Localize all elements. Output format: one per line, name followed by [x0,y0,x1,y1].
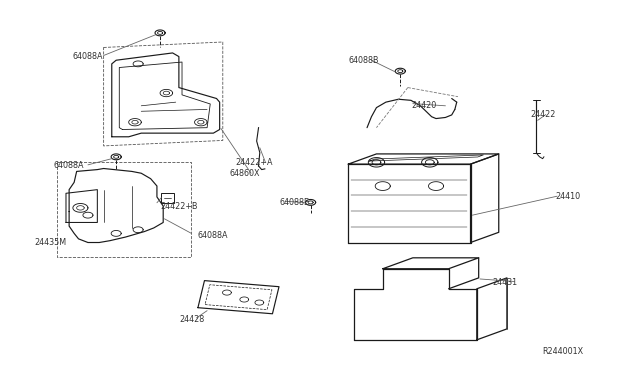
Text: 64088A: 64088A [198,231,228,240]
Text: 64088A: 64088A [72,52,103,61]
Text: 24435M: 24435M [35,238,67,247]
Text: 24420: 24420 [411,101,436,110]
Text: 64860X: 64860X [229,169,260,178]
Text: 24410: 24410 [556,192,580,201]
Text: 64088E: 64088E [279,198,309,207]
Text: 64088A: 64088A [54,161,84,170]
Text: 64088B: 64088B [348,56,379,65]
Text: 24431: 24431 [493,278,518,287]
Text: 24422+B: 24422+B [160,202,198,211]
Text: 24422+A: 24422+A [236,158,273,167]
Text: 24428: 24428 [179,315,204,324]
Bar [161,193,174,203]
Text: 24422: 24422 [530,110,556,119]
Text: R244001X: R244001X [543,347,584,356]
